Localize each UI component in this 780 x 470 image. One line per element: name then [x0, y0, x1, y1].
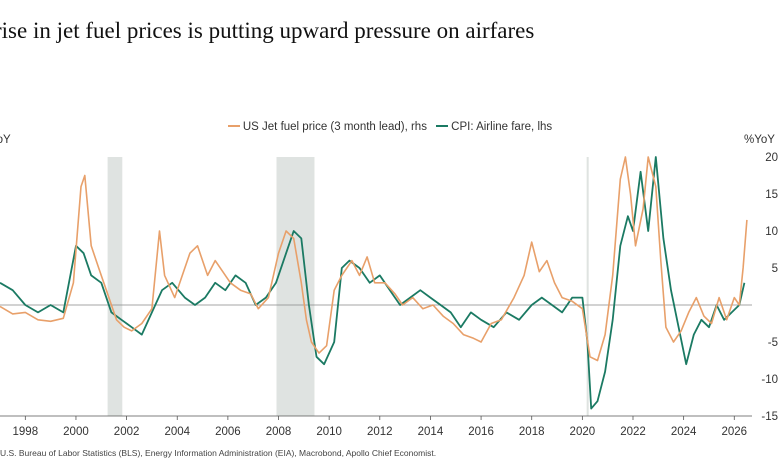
recession-band-1 — [276, 157, 315, 416]
x-tick-label-2022: 2022 — [620, 426, 646, 438]
x-tick-label-2002: 2002 — [114, 426, 140, 438]
y-right-tick-label-20: 20 — [765, 152, 778, 164]
y-right-tick-label--10: -10 — [761, 374, 778, 386]
source-note: U.S. Bureau of Labor Statistics (BLS), E… — [0, 448, 437, 458]
series-line-airline-fare — [0, 156, 746, 410]
x-tick-label-2026: 2026 — [721, 426, 747, 438]
left-axis-unit: YoY — [0, 134, 11, 146]
y-right-tick-label--5: -5 — [768, 337, 778, 349]
legend-label-airline-fare: CPI: Airline fare, lhs — [451, 121, 553, 133]
recession-band-0 — [107, 157, 123, 416]
y-right-tick-label--15: -15 — [761, 411, 778, 423]
x-tick-label-2020: 2020 — [570, 426, 596, 438]
x-tick-label-2018: 2018 — [519, 426, 545, 438]
legend-label-jet-fuel: US Jet fuel price (3 month lead), rhs — [242, 121, 427, 133]
legend-item-airline-fare: CPI: Airline fare, lhs — [436, 121, 552, 133]
x-tick-label-2008: 2008 — [266, 426, 292, 438]
right-axis-unit: %YoY — [744, 134, 775, 146]
x-tick-label-2012: 2012 — [367, 426, 393, 438]
legend: US Jet fuel price (3 month lead), rhs CP… — [0, 121, 780, 133]
x-tick-label-2006: 2006 — [215, 426, 241, 438]
x-tick-label-2016: 2016 — [468, 426, 494, 438]
x-tick-label-2010: 2010 — [316, 426, 342, 438]
chart-title: rise in jet fuel prices is putting upwar… — [0, 18, 535, 43]
y-right-tick-label-10: 10 — [765, 226, 778, 238]
legend-swatch-jet-fuel — [227, 124, 240, 127]
x-tick-label-2014: 2014 — [418, 426, 444, 438]
x-tick-label-1998: 1998 — [13, 426, 39, 438]
y-right-tick-label-5: 5 — [772, 263, 778, 275]
series-line-jet-fuel — [0, 156, 748, 362]
x-tick-label-2000: 2000 — [63, 426, 89, 438]
legend-swatch-airline-fare — [436, 124, 449, 127]
x-tick-label-2024: 2024 — [671, 426, 697, 438]
legend-item-jet-fuel: US Jet fuel price (3 month lead), rhs — [227, 121, 427, 133]
recession-band-2 — [586, 157, 589, 416]
x-tick-label-2004: 2004 — [164, 426, 190, 438]
y-right-tick-label-15: 15 — [765, 189, 778, 201]
